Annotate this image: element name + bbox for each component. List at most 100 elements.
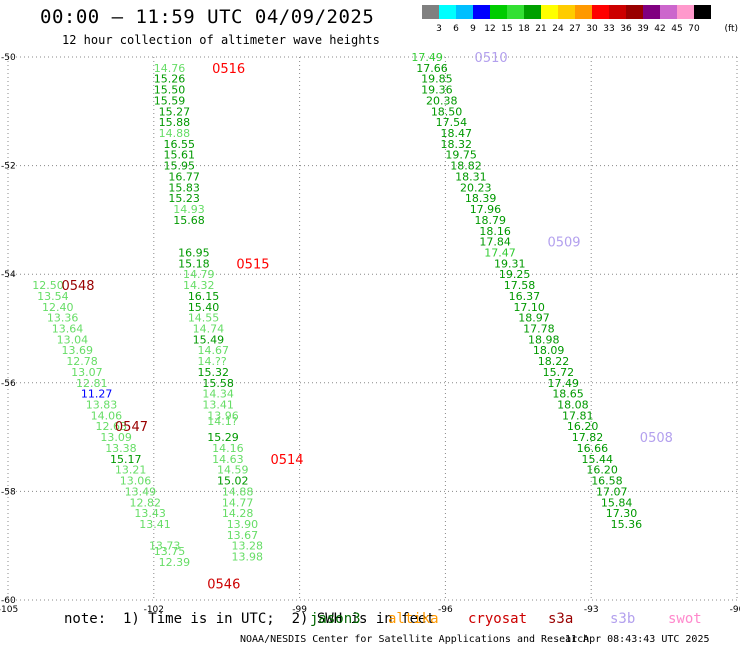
colorbar-swatch — [575, 5, 592, 19]
swh-data-point: 18.08 — [557, 399, 589, 412]
colorbar-unit: (ft) — [724, 24, 738, 34]
swh-data-point: 12.39 — [159, 556, 191, 569]
swh-data-point: 13.41 — [202, 399, 234, 412]
satellite-label-altika: altika — [388, 611, 439, 627]
swh-data-point: 18.22 — [538, 355, 570, 368]
colorbar-swatch — [456, 5, 473, 19]
colorbar-swatch — [558, 5, 575, 19]
swh-data-point: 12.63 — [95, 420, 127, 433]
swh-data-point: 19.36 — [421, 84, 453, 97]
swh-data-point: 16.66 — [577, 442, 609, 455]
pass-number-label: 0547 — [115, 420, 148, 435]
x-tick-label: -105 — [0, 605, 18, 615]
swh-data-point: 13.38 — [105, 442, 137, 455]
swh-data-point: 15.02 — [217, 475, 249, 488]
swh-data-point: 12.50 — [32, 279, 64, 292]
swh-data-point: 15.40 — [188, 301, 220, 314]
swh-data-point: 15.88 — [159, 116, 191, 129]
swh-data-point: 18.79 — [475, 214, 507, 227]
colorbar-tick-label: 45 — [671, 24, 682, 34]
swh-data-point: 18.47 — [441, 127, 473, 140]
swh-data-point: 12.78 — [66, 355, 98, 368]
swh-data-point: 13.67 — [227, 529, 259, 542]
x-tick-label: -90 — [730, 605, 740, 615]
swh-data-point: 17.96 — [470, 203, 502, 216]
footer-timestamp: 11 Apr 08:43:43 UTC 2025 — [565, 634, 710, 645]
swh-data-point: 18.65 — [552, 388, 584, 401]
colorbar-tick-label: 15 — [501, 24, 512, 34]
swh-data-point: 20.38 — [426, 94, 458, 107]
swh-data-point: 15.18 — [178, 257, 210, 270]
swh-data-point: 14.?? — [198, 355, 227, 368]
y-tick-label: -54 — [1, 270, 16, 280]
swh-data-point: 15.27 — [159, 105, 191, 118]
swh-data-point: 13.21 — [115, 464, 147, 477]
colorbar-tick-label: 42 — [654, 24, 665, 34]
swh-data-point: 13.36 — [47, 312, 79, 325]
swh-data-point: 14.79 — [183, 268, 215, 281]
satellite-label-s3a: s3a — [548, 611, 574, 627]
swh-data-point: 11.27 — [81, 388, 113, 401]
swh-data-point: 15.26 — [154, 73, 186, 86]
swh-data-point: 16.37 — [509, 290, 540, 303]
x-tick-label: -99 — [292, 605, 307, 615]
swh-data-point: 17.58 — [504, 279, 535, 292]
swh-data-point: 14.88 — [222, 485, 254, 498]
swh-data-point: 13.75 — [154, 545, 186, 558]
swh-data-point: 13.04 — [57, 333, 89, 346]
swh-data-point: 14.63 — [212, 453, 244, 466]
swh-data-point: 14.59 — [217, 464, 249, 477]
swh-data-point: 17.81 — [562, 409, 594, 422]
footer-note: note: 1) Time is in UTC; 2) SWH is in fe… — [64, 611, 435, 627]
swh-data-point: 18.31 — [455, 170, 487, 183]
swh-data-point: 17.54 — [436, 116, 468, 129]
swh-data-point: 14.76 — [154, 62, 186, 75]
swh-data-point: 16.20 — [586, 464, 618, 477]
colorbar-swatch — [524, 5, 541, 19]
swh-data-point: 13.54 — [37, 290, 69, 303]
swh-data-point: 17.49 — [547, 377, 579, 390]
swh-data-point: 20.23 — [460, 181, 492, 194]
swh-data-point: 16.15 — [188, 290, 220, 303]
swh-data-point: 19.85 — [421, 73, 453, 86]
swh-data-point: 15.95 — [164, 160, 196, 173]
colorbar-swatch — [439, 5, 456, 19]
swh-data-point: 15.83 — [168, 181, 200, 194]
swh-data-point: 15.50 — [154, 84, 186, 97]
swh-data-point: 17.66 — [416, 62, 448, 75]
pass-number-label: 0516 — [212, 62, 245, 77]
colorbar-tick-label: 33 — [603, 24, 614, 34]
y-tick-label: -56 — [1, 379, 16, 389]
pass-number-label: 0548 — [61, 279, 94, 294]
swh-data-point: 18.16 — [479, 225, 511, 238]
colorbar-swatch — [490, 5, 507, 19]
swh-data-point: 15.32 — [198, 366, 230, 379]
footer-credit: NOAA/NESDIS Center for Satellite Applica… — [240, 634, 590, 645]
pass-number-label: 0546 — [207, 578, 240, 593]
swh-data-point: 14.32 — [183, 279, 215, 292]
swh-data-point: 15.84 — [601, 496, 633, 509]
chart-subtitle: 12 hour collection of altimeter wave hei… — [62, 33, 380, 47]
swh-data-point: 14.77 — [222, 496, 254, 509]
satellite-label-cryosat: cryosat — [468, 611, 528, 627]
satellite-label-swot: swot — [668, 611, 702, 627]
colorbar-tick-label: 3 — [436, 24, 442, 34]
swh-data-point: 12.81 — [76, 377, 108, 390]
swh-data-point: 16.58 — [591, 475, 623, 488]
swh-data-point: 16.20 — [567, 420, 599, 433]
swh-data-point: 19.25 — [499, 268, 531, 281]
swh-data-point: 19.75 — [445, 149, 477, 162]
colorbar-swatch — [473, 5, 490, 19]
swh-data-point: 14.88 — [159, 127, 191, 140]
swh-data-point: 15.49 — [193, 333, 225, 346]
colorbar-tick-label: 36 — [620, 24, 632, 34]
colorbar-swatch — [626, 5, 643, 19]
colorbar-tick-label: 9 — [470, 24, 476, 34]
x-tick-label: -96 — [438, 605, 453, 615]
swh-data-point: 16.95 — [178, 246, 210, 259]
swh-data-point: 15.58 — [202, 377, 234, 390]
swh-data-point: 15.36 — [611, 518, 643, 531]
colorbar-legend: 3 6 9 12 15 18 21 24 27 30 33 36 39 42 45 70 (ft) — [422, 5, 738, 34]
swh-data-point: 12.82 — [130, 496, 162, 509]
swh-data-point: 18.82 — [450, 160, 482, 173]
